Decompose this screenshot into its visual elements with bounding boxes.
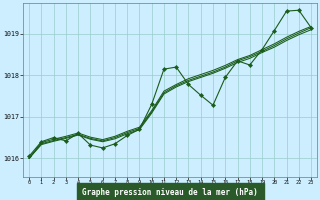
X-axis label: Graphe pression niveau de la mer (hPa): Graphe pression niveau de la mer (hPa) <box>82 188 258 197</box>
